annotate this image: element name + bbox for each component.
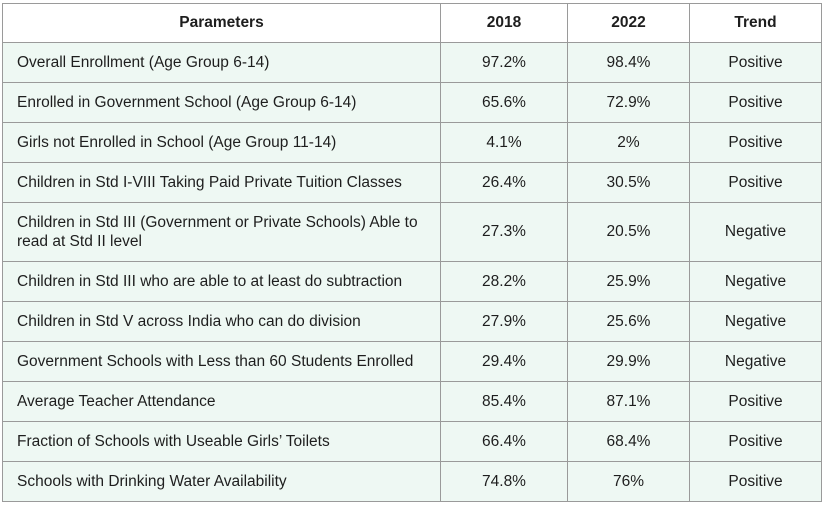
cell-trend: Positive [689, 42, 822, 83]
table-row: Schools with Drinking Water Availability… [2, 461, 822, 502]
header-parameters: Parameters [2, 3, 441, 43]
cell-parameter: Children in Std I-VIII Taking Paid Priva… [2, 162, 441, 203]
cell-2018: 66.4% [440, 421, 568, 462]
cell-parameter: Children in Std III who are able to at l… [2, 261, 441, 302]
cell-2018: 4.1% [440, 122, 568, 163]
cell-parameter: Overall Enrollment (Age Group 6-14) [2, 42, 441, 83]
cell-2022: 30.5% [567, 162, 690, 203]
cell-2022: 68.4% [567, 421, 690, 462]
cell-trend: Positive [689, 421, 822, 462]
cell-2018: 26.4% [440, 162, 568, 203]
cell-2018: 27.3% [440, 202, 568, 262]
cell-2022: 25.9% [567, 261, 690, 302]
cell-trend: Negative [689, 202, 822, 262]
table-row: Children in Std III (Government or Priva… [2, 202, 822, 262]
cell-2022: 72.9% [567, 82, 690, 123]
cell-2022: 98.4% [567, 42, 690, 83]
cell-trend: Negative [689, 341, 822, 382]
table-row: Children in Std I-VIII Taking Paid Priva… [2, 162, 822, 203]
cell-trend: Positive [689, 461, 822, 502]
cell-2022: 25.6% [567, 301, 690, 342]
cell-2022: 2% [567, 122, 690, 163]
cell-2018: 65.6% [440, 82, 568, 123]
table-row: Enrolled in Government School (Age Group… [2, 82, 822, 123]
cell-parameter: Government Schools with Less than 60 Stu… [2, 341, 441, 382]
cell-2022: 87.1% [567, 381, 690, 422]
cell-2022: 20.5% [567, 202, 690, 262]
cell-parameter: Children in Std III (Government or Priva… [2, 202, 441, 262]
cell-2018: 74.8% [440, 461, 568, 502]
cell-2022: 76% [567, 461, 690, 502]
table-row: Average Teacher Attendance 85.4% 87.1% P… [2, 381, 822, 422]
cell-trend: Positive [689, 162, 822, 203]
cell-2018: 97.2% [440, 42, 568, 83]
cell-2022: 29.9% [567, 341, 690, 382]
cell-parameter: Enrolled in Government School (Age Group… [2, 82, 441, 123]
data-table-container: Parameters 2018 2022 Trend Overall Enrol… [2, 3, 822, 502]
header-2022: 2022 [567, 3, 690, 43]
cell-trend: Negative [689, 301, 822, 342]
cell-2018: 29.4% [440, 341, 568, 382]
table-row: Girls not Enrolled in School (Age Group … [2, 122, 822, 163]
table-row: Children in Std III who are able to at l… [2, 261, 822, 302]
table-row: Children in Std V across India who can d… [2, 301, 822, 342]
cell-parameter: Children in Std V across India who can d… [2, 301, 441, 342]
header-2018: 2018 [440, 3, 568, 43]
cell-2018: 28.2% [440, 261, 568, 302]
cell-2018: 85.4% [440, 381, 568, 422]
header-row: Parameters 2018 2022 Trend [2, 3, 822, 43]
cell-parameter: Fraction of Schools with Useable Girls’ … [2, 421, 441, 462]
cell-parameter: Schools with Drinking Water Availability [2, 461, 441, 502]
header-trend: Trend [689, 3, 822, 43]
cell-parameter: Average Teacher Attendance [2, 381, 441, 422]
data-table: Parameters 2018 2022 Trend Overall Enrol… [2, 3, 822, 502]
table-row: Government Schools with Less than 60 Stu… [2, 341, 822, 382]
table-row: Fraction of Schools with Useable Girls’ … [2, 421, 822, 462]
cell-trend: Positive [689, 122, 822, 163]
cell-parameter: Girls not Enrolled in School (Age Group … [2, 122, 441, 163]
cell-trend: Negative [689, 261, 822, 302]
cell-2018: 27.9% [440, 301, 568, 342]
table-row: Overall Enrollment (Age Group 6-14) 97.2… [2, 42, 822, 83]
cell-trend: Positive [689, 82, 822, 123]
cell-trend: Positive [689, 381, 822, 422]
